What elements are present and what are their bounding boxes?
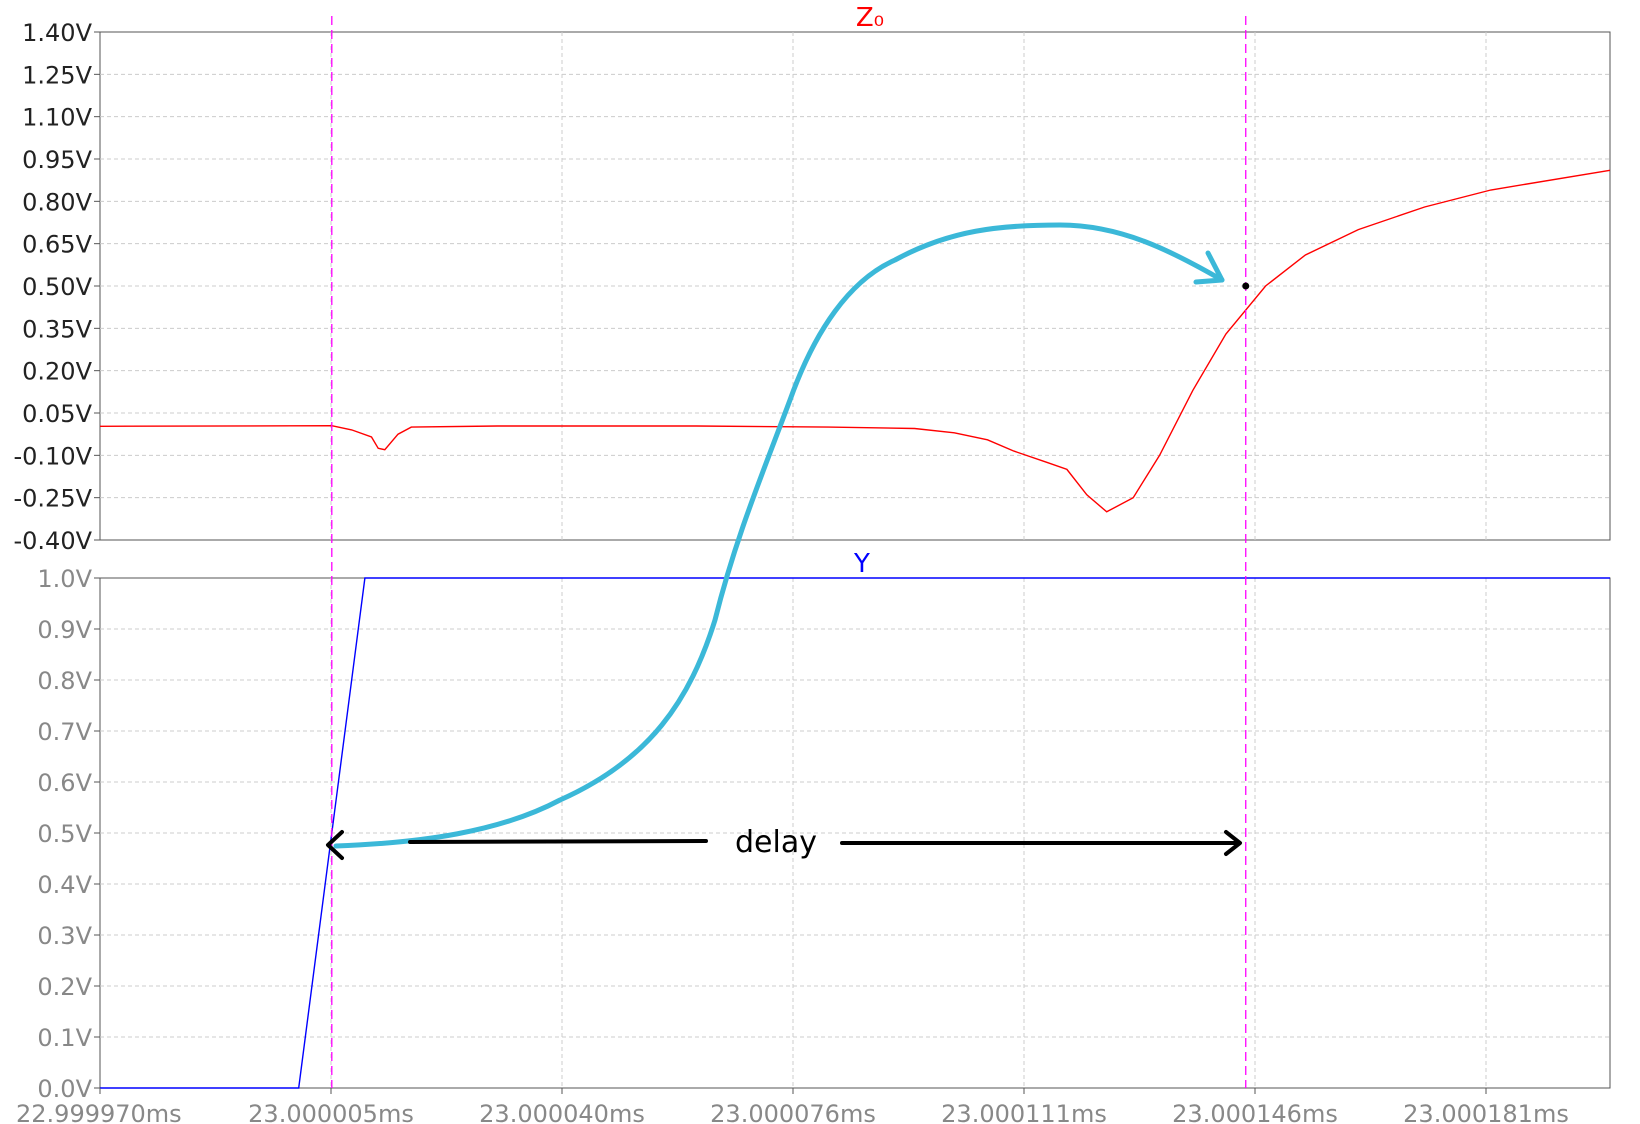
y-tick-label: 1.10V	[22, 104, 92, 132]
panel-y-series	[100, 577, 1610, 1089]
panel-y-title: Y	[853, 549, 870, 579]
y-tick-label: 0.9V	[37, 616, 92, 644]
y-tick-label: -0.40V	[13, 527, 92, 555]
y-tick-label: 0.05V	[22, 400, 92, 428]
annotation-curve-arrowhead	[1193, 250, 1225, 285]
delay-arrow-left	[408, 839, 708, 844]
y-tick-label: 0.2V	[37, 973, 92, 1001]
y-tick-label: 0.1V	[37, 1024, 92, 1052]
y-tick-label: 0.95V	[22, 146, 92, 174]
x-tick-label: 23.000146ms	[1172, 1100, 1338, 1124]
panel-y-y-ticks: 1.0V 0.9V 0.8V 0.7V 0.6V 0.5V 0.4V 0.3V 0.2V 0.1V…	[37, 565, 100, 1103]
y-tick-label: 0.35V	[22, 315, 92, 343]
panel-y: 1.0V 0.9V 0.8V 0.7V 0.6V 0.5V 0.4V 0.3V 0.2V 0.1V…	[16, 549, 1611, 1124]
x-tick-label: 22.999970ms	[16, 1100, 182, 1124]
y-tick-label: 0.20V	[22, 358, 92, 386]
x-axis-ticks: 22.999970ms 23.000005ms 23.000040ms 23.0000…	[16, 1088, 1569, 1124]
panel-y-frame	[99, 577, 1611, 1089]
panel-z0-grid	[100, 32, 1610, 540]
y-tick-label: 1.40V	[22, 19, 92, 47]
y-tick-label: -0.25V	[13, 485, 92, 513]
y-tick-label: 0.6V	[37, 769, 92, 797]
y-tick-label: 0.4V	[37, 871, 92, 899]
x-tick-label: 23.000181ms	[1403, 1100, 1569, 1124]
panel-z0-y-ticks: 1.40V 1.25V 1.10V 0.95V 0.80V 0.65V 0.50V 0.35V…	[13, 19, 100, 555]
y-tick-label: 1.0V	[37, 565, 92, 593]
y-tick-label: 0.65V	[22, 231, 92, 259]
annotation-curve	[333, 222, 1225, 849]
y-tick-label: 0.0V	[37, 1075, 92, 1103]
measurement-point	[1242, 282, 1250, 290]
x-tick-label: 23.000111ms	[941, 1100, 1107, 1124]
y-tick-label: 0.8V	[37, 667, 92, 695]
y-tick-label: 0.3V	[37, 922, 92, 950]
panel-z0: 1.40V 1.25V 1.10V 0.95V 0.80V 0.65V 0.50V 0.35V…	[13, 3, 1611, 555]
x-tick-label: 23.000040ms	[479, 1100, 645, 1124]
panel-z0-title: Z₀	[856, 3, 884, 33]
y-tick-label: 1.25V	[22, 61, 92, 89]
y-tick-label: -0.10V	[13, 442, 92, 470]
panel-y-grid	[100, 578, 1610, 1088]
cursors	[331, 16, 1247, 1088]
delay-label: delay	[735, 825, 817, 860]
y-tick-label: 0.80V	[22, 188, 92, 216]
series-line	[100, 577, 1610, 1089]
x-tick-label: 23.000076ms	[710, 1100, 876, 1124]
y-tick-label: 0.50V	[22, 273, 92, 301]
y-tick-label: 0.5V	[37, 820, 92, 848]
x-tick-label: 23.000005ms	[248, 1100, 414, 1124]
annotations: delay	[326, 222, 1250, 860]
y-tick-label: 0.7V	[37, 718, 92, 746]
series-line	[99, 169, 1611, 513]
panel-z0-series	[99, 169, 1611, 513]
delay-arrow-left-head	[326, 830, 344, 860]
delay-arrow-right-head	[1224, 830, 1242, 856]
